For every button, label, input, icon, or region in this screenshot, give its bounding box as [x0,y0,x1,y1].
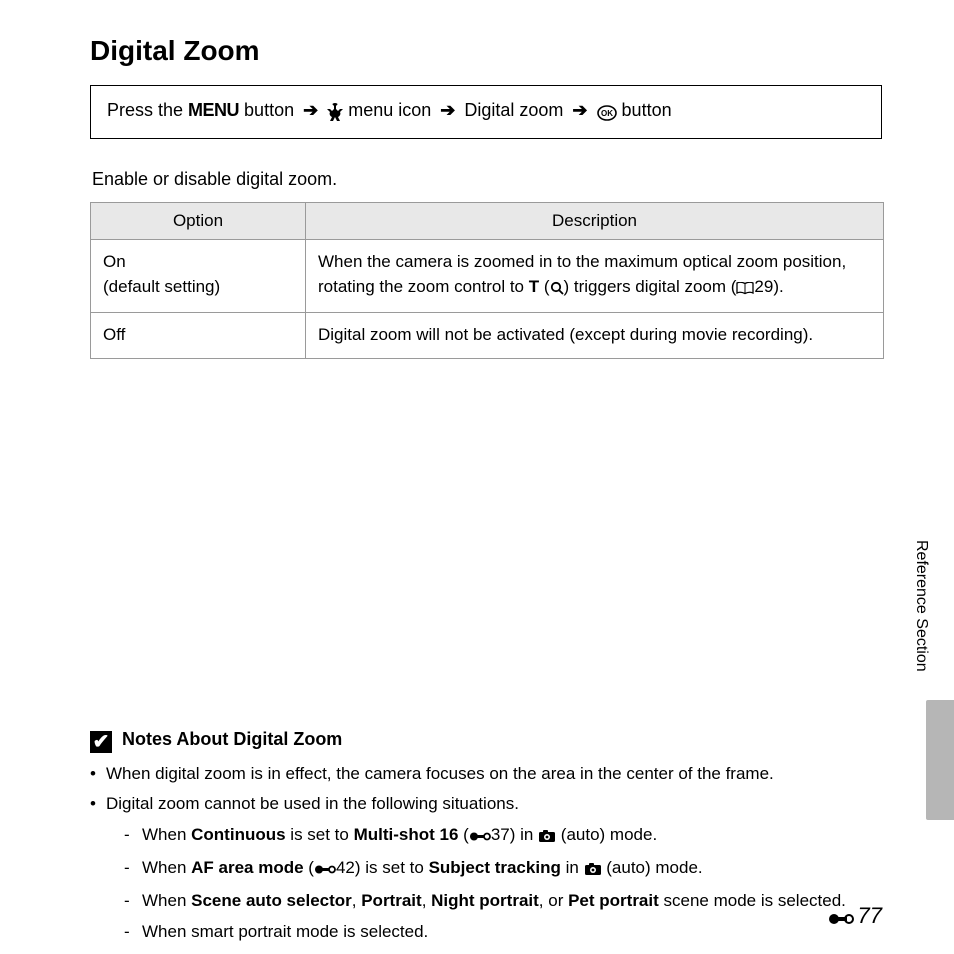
note-subitem: When Continuous is set to Multi-shot 16 … [124,822,884,851]
note-subitem: When Scene auto selector, Portrait, Nigh… [124,888,884,914]
page-title: Digital Zoom [90,35,884,67]
notes-section: ✔ Notes About Digital Zoom When digital z… [90,729,884,945]
notes-heading: Notes About Digital Zoom [122,729,342,749]
note-item: Digital zoom cannot be used in the follo… [90,791,884,945]
table-row: OffDigital zoom will not be activated (e… [91,313,884,359]
nav-text: Digital zoom [459,100,568,120]
table-row: On(default setting)When the camera is zo… [91,240,884,313]
col-option: Option [91,203,306,240]
col-description: Description [306,203,884,240]
nav-text: menu icon [348,100,436,120]
check-icon: ✔ [90,731,112,753]
book-icon [736,278,754,303]
ok-icon: OK [597,103,617,124]
description-cell: When the camera is zoomed in to the maxi… [306,240,884,313]
notes-list: When digital zoom is in effect, the came… [90,761,884,945]
navigation-path-box: Press the MENU button ➔ menu icon ➔ Digi… [90,85,882,139]
camera-icon [538,825,556,851]
svg-text:OK: OK [601,109,613,118]
reference-icon [314,858,336,884]
magnifier-icon [550,278,564,303]
nav-text: Press the [107,100,188,120]
notes-heading-row: ✔ Notes About Digital Zoom [90,729,884,753]
arrow-icon: ➔ [440,100,455,120]
table-header-row: Option Description [91,203,884,240]
camera-icon [584,858,602,884]
page-number-value: 77 [858,903,882,928]
menu-button-label: MENU [188,100,239,120]
arrow-icon: ➔ [303,100,318,120]
options-table: Option Description On(default setting)Wh… [90,202,884,359]
option-cell: On(default setting) [91,240,306,313]
nav-text: button [239,100,299,120]
side-tab [926,700,954,820]
nav-text: button [622,100,672,120]
arrow-icon: ➔ [572,100,587,120]
reference-icon [469,825,491,851]
option-cell: Off [91,313,306,359]
manual-page: Digital Zoom Press the MENU button ➔ men… [0,0,954,954]
wrench-icon [327,103,343,124]
reference-icon [828,906,854,932]
side-section-label: Reference Section [912,540,930,672]
note-sublist: When Continuous is set to Multi-shot 16 … [124,822,884,945]
intro-text: Enable or disable digital zoom. [92,169,884,190]
page-number: 77 [828,903,882,932]
note-item: When digital zoom is in effect, the came… [90,761,884,787]
note-subitem: When AF area mode (42) is set to Subject… [124,855,884,884]
description-cell: Digital zoom will not be activated (exce… [306,313,884,359]
note-subitem: When smart portrait mode is selected. [124,919,884,945]
